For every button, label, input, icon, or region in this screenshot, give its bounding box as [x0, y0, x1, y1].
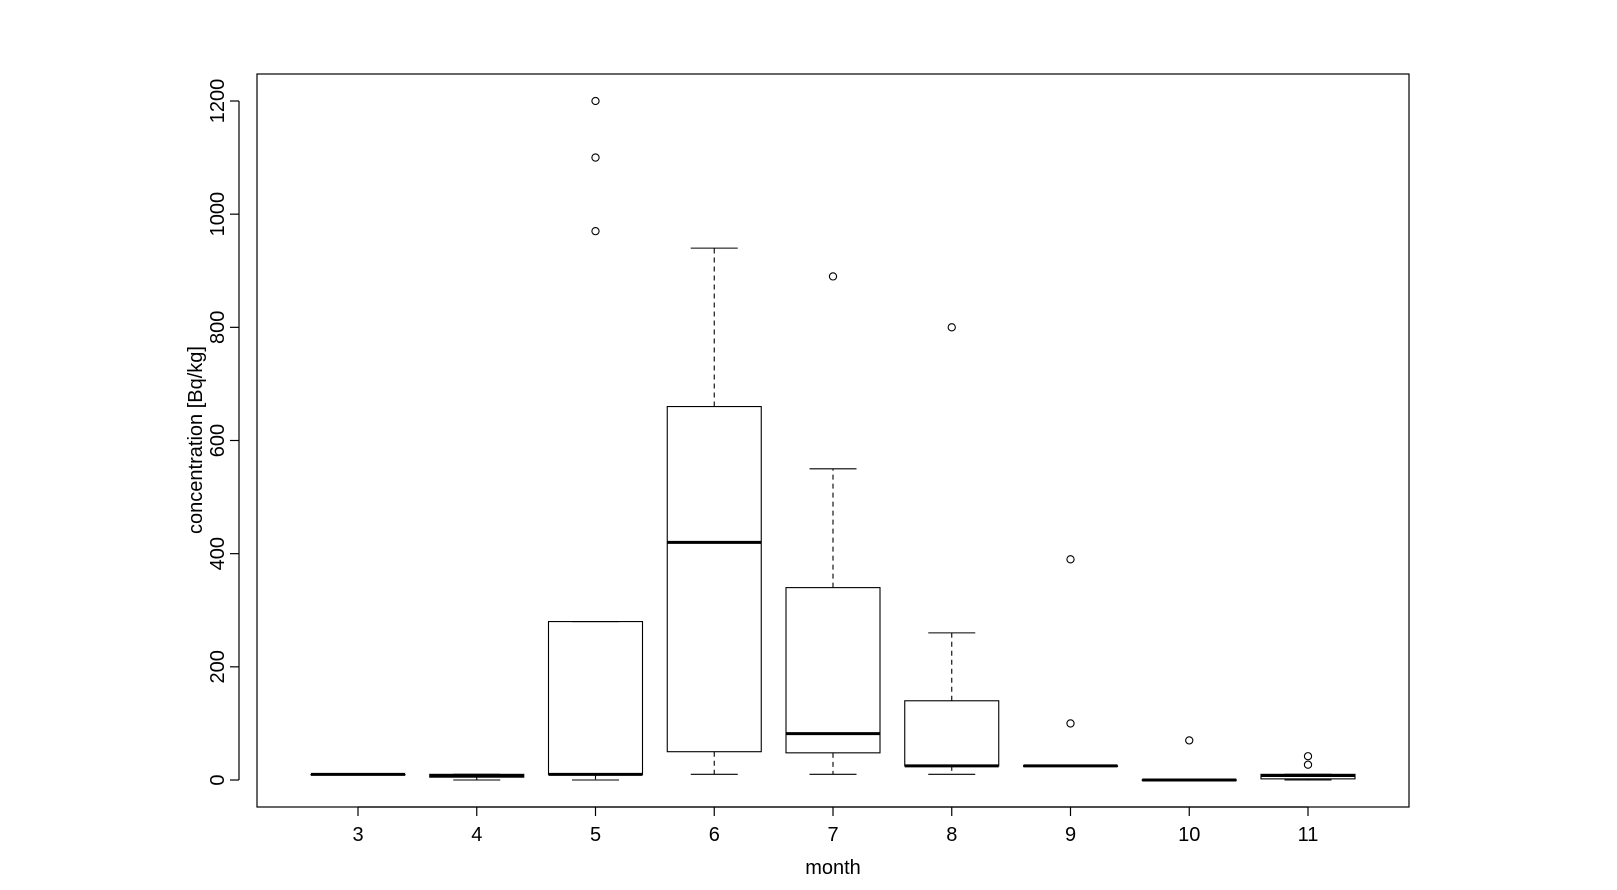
- x-tick-label: 8: [946, 824, 957, 846]
- box-iqr: [666, 405, 762, 753]
- outlier-point: [828, 272, 838, 281]
- y-tick-label: 600: [207, 424, 229, 457]
- box-group-month-3: [310, 772, 406, 776]
- box-group-month-6: [666, 247, 762, 775]
- box-group-month-11: [1260, 752, 1356, 781]
- y-tick-label: 800: [207, 311, 229, 344]
- y-tick-label: 1200: [207, 79, 229, 124]
- x-tick-label: 5: [590, 824, 601, 846]
- y-tick-label: 400: [207, 537, 229, 570]
- outlier-point: [1303, 760, 1313, 769]
- box-iqr: [904, 700, 1000, 767]
- y-tick-label: 1000: [207, 192, 229, 237]
- outlier-point: [1066, 555, 1075, 564]
- x-tick-label: 6: [709, 824, 720, 846]
- x-axis-label: month: [805, 857, 861, 879]
- outlier-point: [1066, 719, 1075, 728]
- outlier-point: [591, 153, 600, 162]
- y-tick-label: 0: [207, 774, 229, 785]
- y-axis: 0 200 400 600 800 1000 1200: [207, 79, 240, 786]
- outlier-point: [1185, 736, 1194, 745]
- box-group-month-7: [785, 272, 881, 775]
- x-tick-label: 9: [1065, 824, 1076, 846]
- outlier-point: [1303, 752, 1313, 761]
- box-iqr: [547, 621, 644, 775]
- boxes-group: [310, 96, 1356, 782]
- y-axis-label: concentration [Bq/kg]: [185, 346, 207, 534]
- box-group-month-5: [547, 96, 644, 781]
- x-tick-label: 7: [827, 824, 838, 846]
- outlier-point: [591, 226, 600, 236]
- x-tick-label: 4: [471, 824, 482, 846]
- box-group-month-8: [904, 323, 1000, 775]
- box-iqr: [785, 587, 881, 754]
- outlier-point: [947, 323, 956, 332]
- x-tick-label: 3: [352, 824, 363, 846]
- plot-frame: [256, 73, 1410, 808]
- x-axis: 3 4 5 6 7 8 9 10 11: [352, 806, 1319, 846]
- x-tick-label: 11: [1298, 824, 1319, 846]
- x-tick-label: 10: [1178, 824, 1200, 846]
- box-group-month-4: [429, 773, 525, 781]
- outlier-point: [591, 96, 600, 106]
- box-group-month-10: [1141, 736, 1237, 782]
- y-tick-label: 200: [207, 650, 229, 683]
- box-group-month-9: [1022, 555, 1119, 768]
